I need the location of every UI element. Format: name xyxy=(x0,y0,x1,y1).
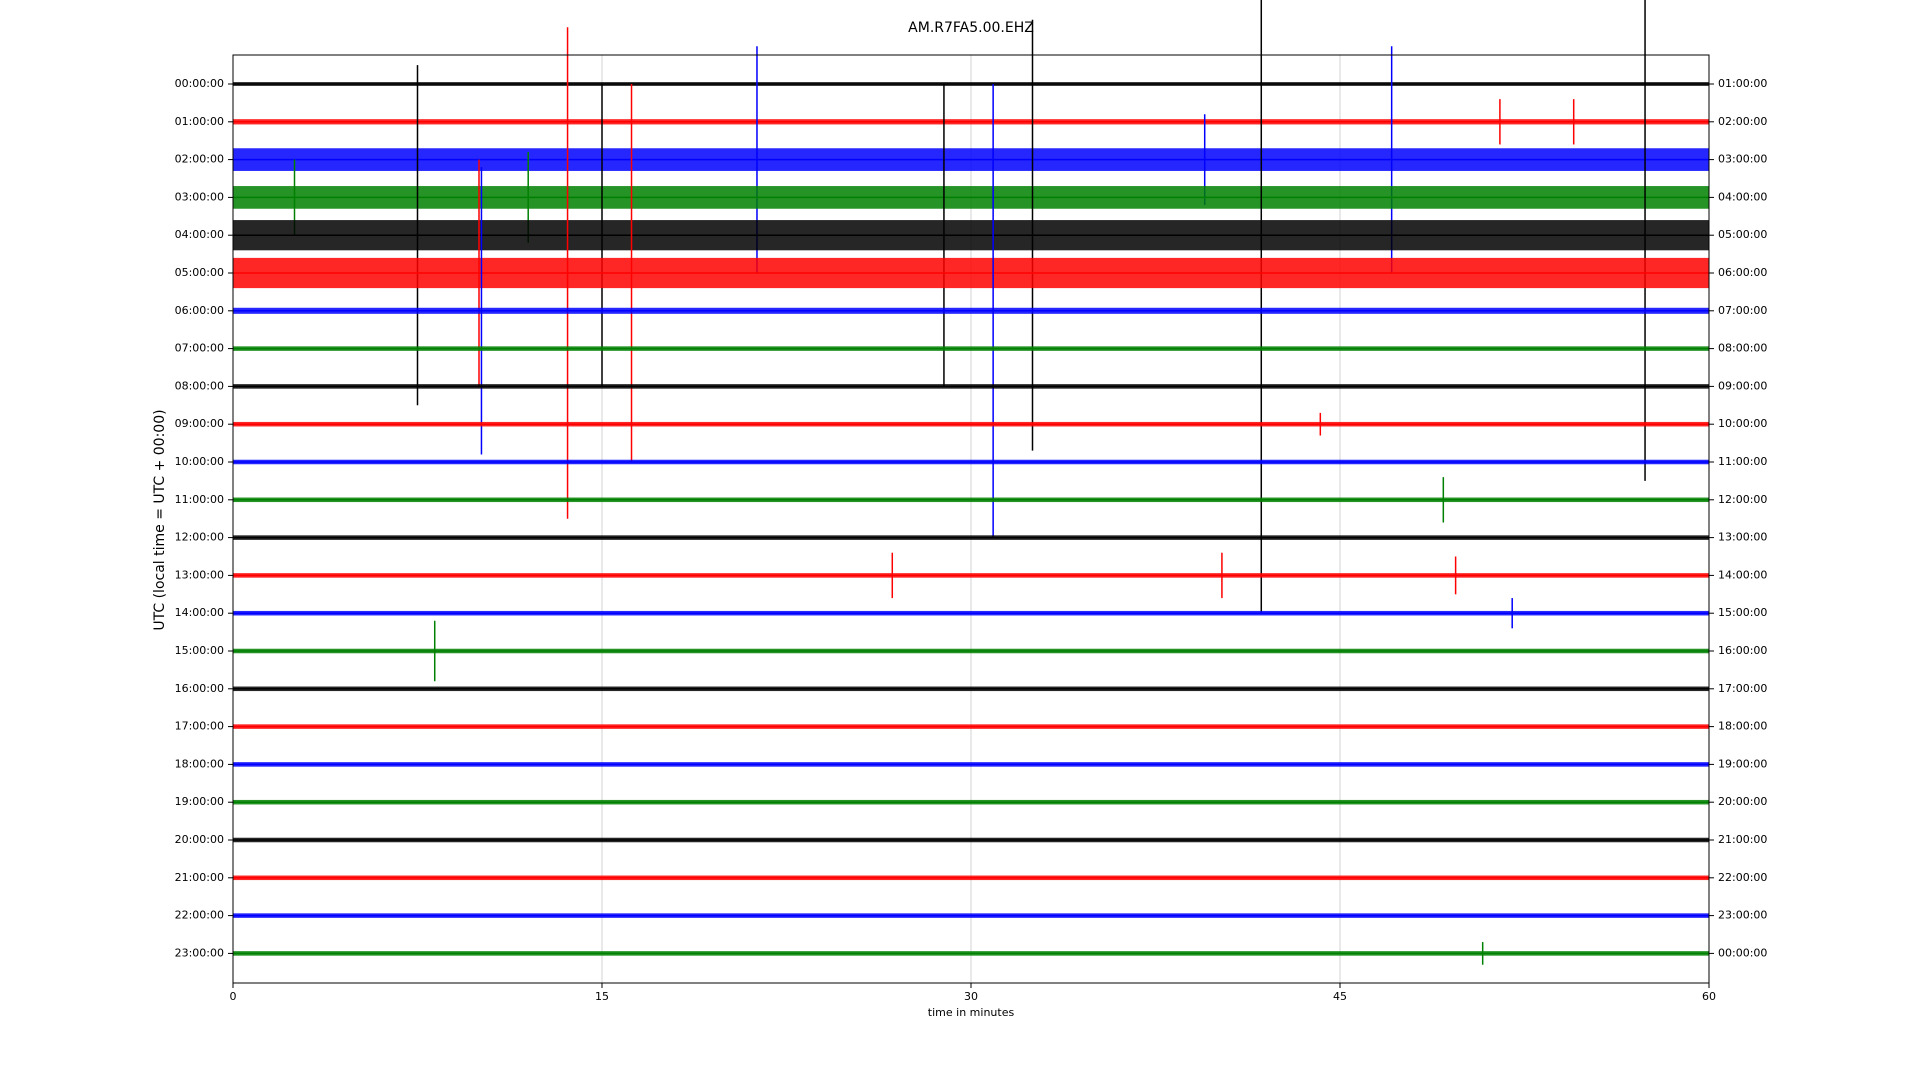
row-label: 06:00:00 xyxy=(175,304,224,317)
x-tick-label: 0 xyxy=(230,990,237,1003)
row-label: 23:00:00 xyxy=(175,946,224,959)
row-label-right: 08:00:00 xyxy=(1718,342,1767,355)
x-tick-label: 30 xyxy=(964,990,978,1003)
row-label: 09:00:00 xyxy=(175,417,224,430)
row-label-right: 03:00:00 xyxy=(1718,153,1767,166)
row-label-right: 13:00:00 xyxy=(1718,531,1767,544)
row-label: 18:00:00 xyxy=(175,757,224,770)
row-label-right: 21:00:00 xyxy=(1718,833,1767,846)
row-label-right: 04:00:00 xyxy=(1718,190,1767,203)
row-label-right: 14:00:00 xyxy=(1718,568,1767,581)
row-label-right: 19:00:00 xyxy=(1718,757,1767,770)
row-label-right: 11:00:00 xyxy=(1718,455,1767,468)
row-label: 14:00:00 xyxy=(175,606,224,619)
row-label-right: 20:00:00 xyxy=(1718,795,1767,808)
row-label-right: 05:00:00 xyxy=(1718,228,1767,241)
row-label: 21:00:00 xyxy=(175,871,224,884)
row-label: 01:00:00 xyxy=(175,115,224,128)
row-label-right: 09:00:00 xyxy=(1718,379,1767,392)
row-label-right: 17:00:00 xyxy=(1718,682,1767,695)
row-label: 13:00:00 xyxy=(175,568,224,581)
row-label: 03:00:00 xyxy=(175,190,224,203)
x-axis-label: time in minutes xyxy=(928,1006,1015,1019)
plot-frame xyxy=(232,54,1710,984)
row-label: 08:00:00 xyxy=(175,379,224,392)
row-label: 10:00:00 xyxy=(175,455,224,468)
row-label-right: 22:00:00 xyxy=(1718,871,1767,884)
row-label: 15:00:00 xyxy=(175,644,224,657)
row-label-right: 15:00:00 xyxy=(1718,606,1767,619)
row-label-right: 01:00:00 xyxy=(1718,77,1767,90)
row-label-right: 23:00:00 xyxy=(1718,909,1767,922)
row-label: 00:00:00 xyxy=(175,77,224,90)
row-label: 05:00:00 xyxy=(175,266,224,279)
row-label-right: 07:00:00 xyxy=(1718,304,1767,317)
x-tick-label: 45 xyxy=(1333,990,1347,1003)
row-label: 19:00:00 xyxy=(175,795,224,808)
chart-title: AM.R7FA5.00.EHZ xyxy=(908,20,1034,36)
y-axis-label: UTC (local time = UTC + 00:00) xyxy=(152,409,168,630)
row-label-right: 12:00:00 xyxy=(1718,493,1767,506)
row-label-right: 16:00:00 xyxy=(1718,644,1767,657)
row-label: 12:00:00 xyxy=(175,531,224,544)
row-label: 17:00:00 xyxy=(175,720,224,733)
row-label: 04:00:00 xyxy=(175,228,224,241)
row-label: 02:00:00 xyxy=(175,153,224,166)
row-label: 11:00:00 xyxy=(175,493,224,506)
row-label-right: 06:00:00 xyxy=(1718,266,1767,279)
row-label-right: 00:00:00 xyxy=(1718,946,1767,959)
row-label: 16:00:00 xyxy=(175,682,224,695)
row-label-right: 02:00:00 xyxy=(1718,115,1767,128)
x-tick-label: 60 xyxy=(1702,990,1716,1003)
row-label: 22:00:00 xyxy=(175,909,224,922)
row-label: 07:00:00 xyxy=(175,342,224,355)
x-tick-label: 15 xyxy=(595,990,609,1003)
row-label-right: 10:00:00 xyxy=(1718,417,1767,430)
row-label: 20:00:00 xyxy=(175,833,224,846)
row-label-right: 18:00:00 xyxy=(1718,720,1767,733)
